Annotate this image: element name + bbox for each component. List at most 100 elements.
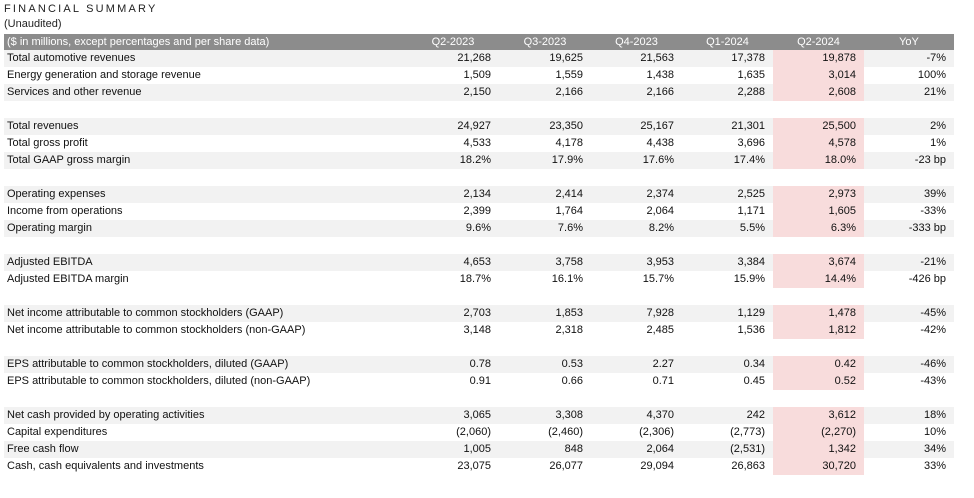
- column-header-q4-2023: Q4-2023: [591, 34, 682, 50]
- cell-value: 0.45: [682, 373, 773, 390]
- cell-value: 1,438: [591, 67, 682, 84]
- cell-value-highlighted: (2,270): [773, 424, 864, 441]
- cell-value-highlighted: 3,674: [773, 254, 864, 271]
- table-row: Capital expenditures (2,060) (2,460) (2,…: [4, 424, 954, 441]
- cell-value: 26,863: [682, 458, 773, 475]
- cell-value-highlighted: 4,578: [773, 135, 864, 152]
- row-label: Income from operations: [4, 203, 407, 220]
- cell-yoy: -33%: [864, 203, 954, 220]
- table-row: Free cash flow 1,005 848 2,064 (2,531) 1…: [4, 441, 954, 458]
- table-row: Adjusted EBITDA 4,653 3,758 3,953 3,384 …: [4, 254, 954, 271]
- cell-yoy: 1%: [864, 135, 954, 152]
- cell-value: 17,378: [682, 50, 773, 67]
- cell-value: 2,525: [682, 186, 773, 203]
- cell-value-highlighted: 1,342: [773, 441, 864, 458]
- table-row: EPS attributable to common stockholders,…: [4, 356, 954, 373]
- report-title: FINANCIAL SUMMARY: [4, 3, 158, 15]
- cell-value: 3,953: [591, 254, 682, 271]
- table-row: Net cash provided by operating activitie…: [4, 407, 954, 424]
- cell-value: 4,653: [407, 254, 499, 271]
- cell-value: 242: [682, 407, 773, 424]
- cell-value: 17.6%: [591, 152, 682, 169]
- cell-value: 4,533: [407, 135, 499, 152]
- cell-value: 3,696: [682, 135, 773, 152]
- row-label: Total gross profit: [4, 135, 407, 152]
- spacer-cell: [4, 288, 954, 305]
- cell-value: 15.7%: [591, 271, 682, 288]
- column-header-description: ($ in millions, except percentages and p…: [4, 34, 407, 50]
- cell-value: (2,773): [682, 424, 773, 441]
- cell-value: 23,350: [499, 118, 591, 135]
- cell-value: 2.27: [591, 356, 682, 373]
- spacer-cell: [4, 339, 954, 356]
- cell-yoy: 33%: [864, 458, 954, 475]
- cell-value-highlighted: 19,878: [773, 50, 864, 67]
- cell-value-highlighted: 1,605: [773, 203, 864, 220]
- cell-value: 1,171: [682, 203, 773, 220]
- cell-value: 2,064: [591, 441, 682, 458]
- cell-value: 2,703: [407, 305, 499, 322]
- row-label: EPS attributable to common stockholders,…: [4, 356, 407, 373]
- cell-yoy: -45%: [864, 305, 954, 322]
- cell-yoy: -426 bp: [864, 271, 954, 288]
- cell-value: 3,148: [407, 322, 499, 339]
- table-row: Services and other revenue 2,150 2,166 2…: [4, 84, 954, 101]
- cell-yoy: 39%: [864, 186, 954, 203]
- table-row: Operating expenses 2,134 2,414 2,374 2,5…: [4, 186, 954, 203]
- cell-value: 0.53: [499, 356, 591, 373]
- cell-yoy: -23 bp: [864, 152, 954, 169]
- cell-value: (2,060): [407, 424, 499, 441]
- row-label: Adjusted EBITDA: [4, 254, 407, 271]
- cell-yoy: -43%: [864, 373, 954, 390]
- cell-value: 17.4%: [682, 152, 773, 169]
- cell-value: 3,384: [682, 254, 773, 271]
- row-label: Energy generation and storage revenue: [4, 67, 407, 84]
- row-label: Capital expenditures: [4, 424, 407, 441]
- spacer-cell: [4, 101, 954, 118]
- column-header-q2-2023: Q2-2023: [407, 34, 499, 50]
- cell-value-highlighted: 3,014: [773, 67, 864, 84]
- cell-value: 2,399: [407, 203, 499, 220]
- cell-value: 1,635: [682, 67, 773, 84]
- cell-value: 1,853: [499, 305, 591, 322]
- cell-value-highlighted: 0.52: [773, 373, 864, 390]
- spacer-cell: [4, 390, 954, 407]
- table-row: Energy generation and storage revenue 1,…: [4, 67, 954, 84]
- cell-value-highlighted: 30,720: [773, 458, 864, 475]
- table-row: Cash, cash equivalents and investments 2…: [4, 458, 954, 475]
- cell-value-highlighted: 14.4%: [773, 271, 864, 288]
- table-row: Total automotive revenues 21,268 19,625 …: [4, 50, 954, 67]
- cell-value: 0.91: [407, 373, 499, 390]
- cell-value: 18.7%: [407, 271, 499, 288]
- row-label: Operating expenses: [4, 186, 407, 203]
- cell-value: 21,268: [407, 50, 499, 67]
- cell-yoy: -7%: [864, 50, 954, 67]
- table-row: Operating margin 9.6% 7.6% 8.2% 5.5% 6.3…: [4, 220, 954, 237]
- cell-value: 2,318: [499, 322, 591, 339]
- cell-value: 1,764: [499, 203, 591, 220]
- cell-yoy: 18%: [864, 407, 954, 424]
- cell-value: 0.34: [682, 356, 773, 373]
- cell-value: 2,064: [591, 203, 682, 220]
- cell-yoy: 2%: [864, 118, 954, 135]
- cell-value: 0.66: [499, 373, 591, 390]
- financial-summary-table: ($ in millions, except percentages and p…: [4, 34, 954, 475]
- row-label: Total revenues: [4, 118, 407, 135]
- report-subtitle: (Unaudited): [4, 18, 62, 30]
- cell-value: 2,150: [407, 84, 499, 101]
- cell-yoy: -46%: [864, 356, 954, 373]
- row-label: Services and other revenue: [4, 84, 407, 101]
- cell-value: (2,531): [682, 441, 773, 458]
- spacer-row: [4, 288, 954, 305]
- cell-value: 2,414: [499, 186, 591, 203]
- cell-value: 26,077: [499, 458, 591, 475]
- table-row: Total revenues 24,927 23,350 25,167 21,3…: [4, 118, 954, 135]
- table-header-row: ($ in millions, except percentages and p…: [4, 34, 954, 50]
- cell-value-highlighted: 3,612: [773, 407, 864, 424]
- cell-value: 3,758: [499, 254, 591, 271]
- cell-value: (2,460): [499, 424, 591, 441]
- cell-value: 2,374: [591, 186, 682, 203]
- cell-value: 29,094: [591, 458, 682, 475]
- spacer-row: [4, 339, 954, 356]
- cell-value: 8.2%: [591, 220, 682, 237]
